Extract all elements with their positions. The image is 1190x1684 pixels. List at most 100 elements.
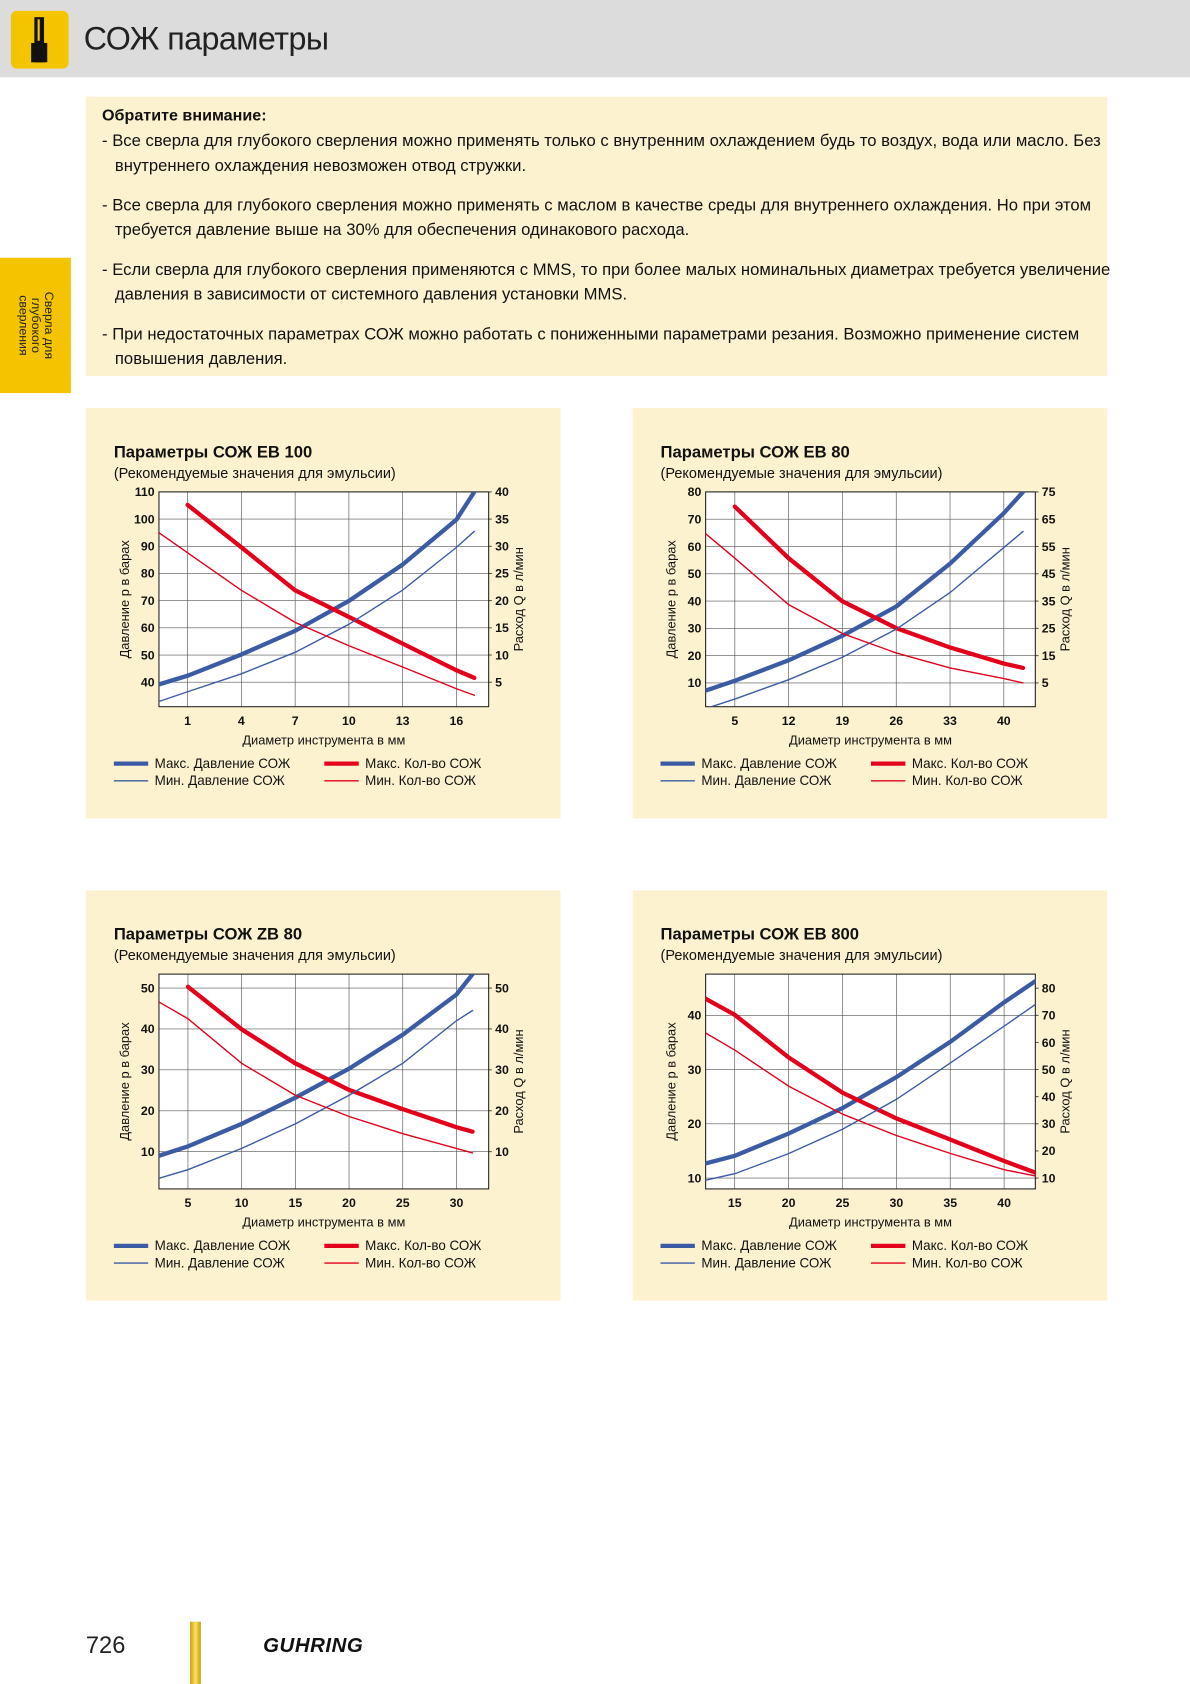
series-line — [158, 531, 476, 696]
y-tick-label: 20 — [688, 1117, 702, 1131]
chart-title: Параметры СОЖ EB 100 — [114, 443, 312, 462]
y-tick-label: 40 — [688, 1009, 702, 1023]
brand-logo: GUHRING — [263, 1634, 364, 1658]
y2-tick-label: 60 — [1042, 1036, 1056, 1050]
y-axis-label: Давление p в барах — [117, 1022, 132, 1141]
legend-label: Макс. Давление СОЖ — [155, 756, 291, 771]
chart: Параметры СОЖ ZB 80 (Рекомендуемые значен… — [113, 925, 526, 1270]
side-tab-line: Сверла для — [41, 291, 55, 360]
y-tick-label: 50 — [688, 567, 702, 581]
x-tick-label: 25 — [396, 1196, 410, 1210]
chart-panel: Параметры СОЖ EB 100 (Рекомендуемые значе… — [85, 408, 561, 819]
chart-panel: Параметры СОЖ EB 80 (Рекомендуемые значен… — [632, 408, 1108, 819]
legend-label: Мин. Давление СОЖ — [701, 1255, 832, 1270]
legend-label: Мин. Кол-во СОЖ — [365, 773, 476, 788]
y2-tick-label: 65 — [1042, 512, 1056, 526]
y2-tick-label: 55 — [1042, 540, 1056, 554]
x-tick-label: 26 — [889, 714, 903, 728]
y-tick-label: 10 — [688, 676, 702, 690]
x-tick-label: 16 — [450, 714, 464, 728]
y2-axis-label: Расход Q в л/мин — [511, 1029, 526, 1133]
y2-axis-label: Расход Q в л/мин — [1058, 547, 1073, 651]
series-line — [705, 1032, 1036, 1177]
y2-tick-label: 25 — [1042, 622, 1056, 636]
y-tick-label: 10 — [141, 1145, 155, 1159]
y-tick-label: 90 — [141, 540, 155, 554]
series-line — [732, 504, 1026, 671]
y2-tick-label: 15 — [1042, 649, 1056, 663]
x-tick-label: 7 — [292, 714, 299, 728]
x-axis-label: Диаметр инструмента в мм — [242, 732, 405, 747]
y2-tick-label: 20 — [1042, 1144, 1056, 1158]
y-tick-label: 20 — [688, 649, 702, 663]
side-tab-line: сверления — [16, 295, 29, 356]
note-item: - Если сверла для глубокого сверления пр… — [102, 260, 1111, 304]
y-tick-label: 20 — [141, 1104, 155, 1118]
y-tick-label: 80 — [141, 567, 155, 581]
x-tick-label: 30 — [889, 1196, 903, 1210]
y-axis-label: Давление p в барах — [664, 1022, 679, 1141]
y2-axis-label: Расход Q в л/мин — [1058, 1029, 1073, 1133]
y-tick-label: 70 — [141, 594, 155, 608]
y-tick-label: 40 — [688, 594, 702, 608]
series-line — [185, 984, 475, 1134]
chart-subtitle: (Рекомендуемые значения для эмульсии) — [661, 948, 943, 964]
chart: Параметры СОЖ EB 100 (Рекомендуемые значе… — [113, 443, 526, 788]
series-line — [705, 996, 1036, 1175]
y2-tick-label: 30 — [1042, 1117, 1056, 1131]
y-tick-label: 100 — [134, 512, 155, 526]
y2-tick-label: 50 — [1042, 1063, 1056, 1077]
series-line — [158, 1009, 474, 1179]
series-line — [158, 974, 475, 1158]
y2-tick-label: 40 — [1042, 1090, 1056, 1104]
x-tick-label: 5 — [185, 1196, 192, 1210]
y-tick-label: 30 — [688, 1063, 702, 1077]
plot-frame — [158, 973, 490, 1190]
x-tick-label: 33 — [943, 714, 957, 728]
chart-panel: Параметры СОЖ EB 800 (Рекомендуемые значе… — [632, 890, 1108, 1301]
y-axis-label: Давление p в барах — [117, 540, 132, 659]
note-item: - Все сверла для глубокого сверления мож… — [102, 196, 1092, 240]
y-tick-label: 50 — [141, 648, 155, 662]
plot-frame — [158, 491, 490, 708]
header-icon — [10, 10, 69, 69]
page-number: 726 — [85, 1631, 126, 1659]
y2-tick-label: 20 — [495, 1104, 509, 1118]
y-tick-label: 40 — [141, 1022, 155, 1036]
y2-tick-label: 15 — [495, 621, 509, 635]
y-tick-label: 30 — [141, 1063, 155, 1077]
chart-subtitle: (Рекомендуемые значения для эмульсии) — [661, 466, 943, 482]
plot-area — [158, 491, 489, 707]
x-tick-label: 20 — [342, 1196, 356, 1210]
side-tab-text: Сверла для глубокого сверления — [16, 266, 55, 384]
x-tick-label: 10 — [342, 714, 356, 728]
x-tick-label: 5 — [731, 714, 738, 728]
y2-tick-label: 70 — [1042, 1009, 1056, 1023]
y2-tick-label: 35 — [495, 512, 509, 526]
x-axis-label: Диаметр инструмента в мм — [789, 732, 952, 747]
x-tick-label: 25 — [836, 1196, 850, 1210]
x-axis-label: Диаметр инструмента в мм — [789, 1215, 952, 1230]
y-tick-label: 80 — [688, 485, 702, 499]
x-tick-label: 40 — [997, 714, 1011, 728]
x-tick-label: 20 — [782, 1196, 796, 1210]
series-line — [185, 502, 477, 681]
y2-tick-label: 30 — [495, 540, 509, 554]
y-tick-label: 10 — [688, 1171, 702, 1185]
chart: Параметры СОЖ EB 80 (Рекомендуемые значен… — [660, 443, 1073, 788]
legend-label: Макс. Кол-во СОЖ — [365, 756, 482, 771]
y2-tick-label: 45 — [1042, 567, 1056, 581]
series-line — [705, 491, 1026, 693]
chart-subtitle: (Рекомендуемые значения для эмульсии) — [114, 466, 396, 482]
y-axis-label: Давление p в барах — [664, 540, 679, 659]
legend-label: Макс. Давление СОЖ — [701, 1238, 837, 1253]
y-tick-label: 30 — [688, 622, 702, 636]
note-item: - Все сверла для глубокого сверления мож… — [102, 132, 1101, 176]
header-band: СОЖ параметры — [0, 0, 1190, 78]
side-tab: Сверла для глубокого сверления — [0, 257, 71, 394]
plot-frame — [705, 973, 1036, 1190]
series-line — [158, 1001, 474, 1154]
y2-tick-label: 75 — [1042, 485, 1056, 499]
series-line — [705, 532, 1024, 684]
